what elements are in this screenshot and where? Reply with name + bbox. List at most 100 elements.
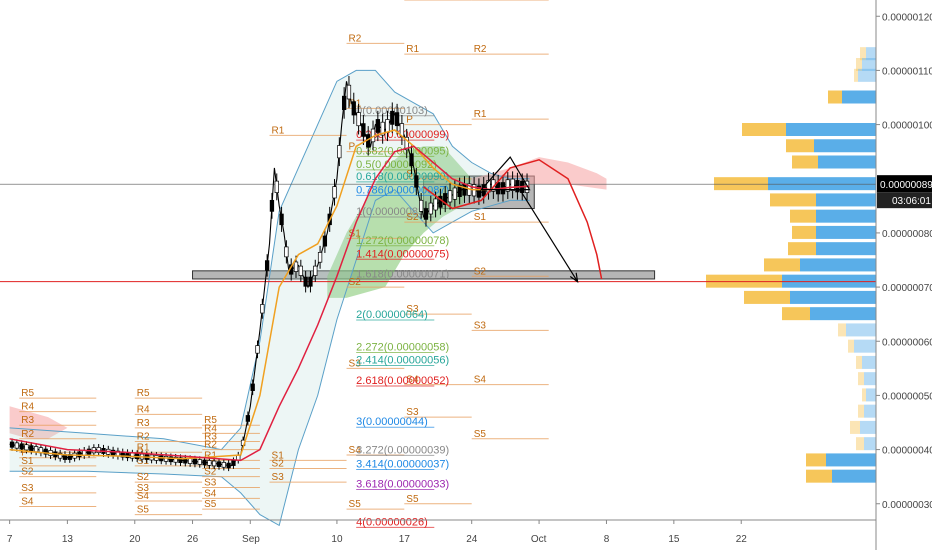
pivot-label: S2 <box>349 277 362 288</box>
candle-body <box>452 187 457 200</box>
candle-body <box>457 184 462 197</box>
time-axis[interactable]: 7 13 20 26 Sep 10 17 24 Oct 8 15 22 <box>0 519 876 545</box>
volume-bar-up <box>790 290 876 304</box>
fib-label: 2.272(0.00000058) <box>356 341 449 353</box>
fib-label: 1(0.00000083) <box>356 206 428 218</box>
current-price-badge <box>877 175 932 193</box>
volume-bar-up <box>864 437 876 451</box>
pivot-label: S2 <box>204 467 217 478</box>
pivot-label: R4 <box>204 423 217 434</box>
volume-bar-up <box>864 372 876 386</box>
pivot-label: S3 <box>349 358 362 369</box>
time-tick-label: 10 <box>331 534 343 545</box>
moving-averages <box>9 129 530 462</box>
volume-bar-up <box>866 388 876 402</box>
volume-bar-up <box>816 225 876 239</box>
candle-body <box>510 178 515 191</box>
volume-bar-up <box>814 139 876 153</box>
candle-body <box>43 448 48 455</box>
pivot-label: S4 <box>349 445 362 456</box>
volume-bar-down <box>806 453 826 467</box>
fib-label: 2.414(0.00000056) <box>356 354 449 366</box>
volume-bar-down <box>792 225 816 239</box>
candle-body <box>187 458 193 464</box>
volume-bar-up <box>800 258 876 272</box>
pivot-label: S3 <box>474 320 487 331</box>
candle-body <box>462 183 467 196</box>
volume-bar-up <box>816 193 876 207</box>
time-tick-label: Sep <box>242 534 260 545</box>
pivot-label: R2 <box>474 44 487 55</box>
volume-bar-down <box>860 47 866 61</box>
candle-body <box>197 459 202 465</box>
volume-bar-down <box>854 68 858 82</box>
price-axis[interactable]: 0.00000120 0.00000110 0.00000100 0.00000080… <box>875 0 932 550</box>
volume-bar-up <box>818 155 876 169</box>
volume-bar-up <box>858 68 876 82</box>
pivot-label: R3 <box>137 418 150 429</box>
fib-label: 0.786(0.00000087) <box>356 184 449 196</box>
volume-bar-up <box>768 177 876 191</box>
pivot-label: R1 <box>406 44 419 55</box>
pivot-label: R2 <box>406 0 419 1</box>
pivot-label: S4 <box>474 375 487 386</box>
candle-body <box>86 448 92 455</box>
pivot-label: S3 <box>406 407 419 418</box>
pivot-label: S3 <box>21 483 34 494</box>
fib-label: 3(0.00000044) <box>356 416 428 428</box>
candle-body <box>9 441 15 448</box>
candle-body <box>279 213 284 226</box>
fib-label: 4(0.00000026) <box>356 516 428 528</box>
candle-body <box>77 451 82 458</box>
volume-bar-down <box>742 123 786 136</box>
volume-bar-down <box>714 177 768 191</box>
price-tick-label: 0.00000050 <box>882 391 932 402</box>
candle-body <box>173 456 178 463</box>
pivot-label: S2 <box>474 266 487 277</box>
pivot-label: S1 <box>474 212 487 223</box>
pivot-label: S1 <box>349 228 362 239</box>
pivot-label: S1 <box>137 456 150 467</box>
pivot-label: R5 <box>21 388 34 399</box>
candle-body <box>192 458 198 465</box>
pivot-label: S5 <box>204 499 217 510</box>
forecast-arrow <box>519 189 579 282</box>
candle-body <box>433 198 438 211</box>
candle-body <box>390 110 395 125</box>
pivot-label: S4 <box>204 488 217 499</box>
candle-body <box>96 447 101 453</box>
fib-label: 1.618(0.00000071) <box>356 268 449 280</box>
pivot-label: R1 <box>474 109 487 120</box>
volume-bar-up <box>842 90 876 104</box>
pivot-label: R4 <box>137 404 150 415</box>
volume-bar-up <box>832 469 876 483</box>
time-tick-label: 24 <box>466 534 478 545</box>
pivot-label: S1 <box>406 169 419 180</box>
pivot-label: S2 <box>21 467 34 478</box>
pivot-label: S3 <box>272 472 285 483</box>
fib-label: 1.414(0.00000075) <box>356 248 449 260</box>
pivot-label: R3 <box>474 0 487 1</box>
candle-body <box>19 443 24 450</box>
candle-body <box>24 444 29 451</box>
volume-bar-down <box>770 193 816 207</box>
price-tick-label: 0.00000030 <box>882 500 932 511</box>
pivot-label: R2 <box>204 440 217 451</box>
candle-body <box>476 185 482 198</box>
fib-label: 0.382(0.00000095) <box>356 145 449 157</box>
candle-body <box>337 145 342 159</box>
volume-bar-down <box>786 139 814 153</box>
forecast-drawing <box>423 156 603 283</box>
candle-body <box>163 455 169 462</box>
volume-bar-down <box>862 388 866 402</box>
candle-body <box>317 252 323 263</box>
volume-bar-up <box>862 355 876 369</box>
pivot-label: S1 <box>21 456 34 467</box>
candle-body <box>423 208 429 220</box>
candle-body <box>404 136 409 151</box>
current-price-label: 0.00000089 <box>880 180 932 191</box>
pivot-label: R4 <box>21 402 34 413</box>
volume-bar-down <box>764 258 800 272</box>
